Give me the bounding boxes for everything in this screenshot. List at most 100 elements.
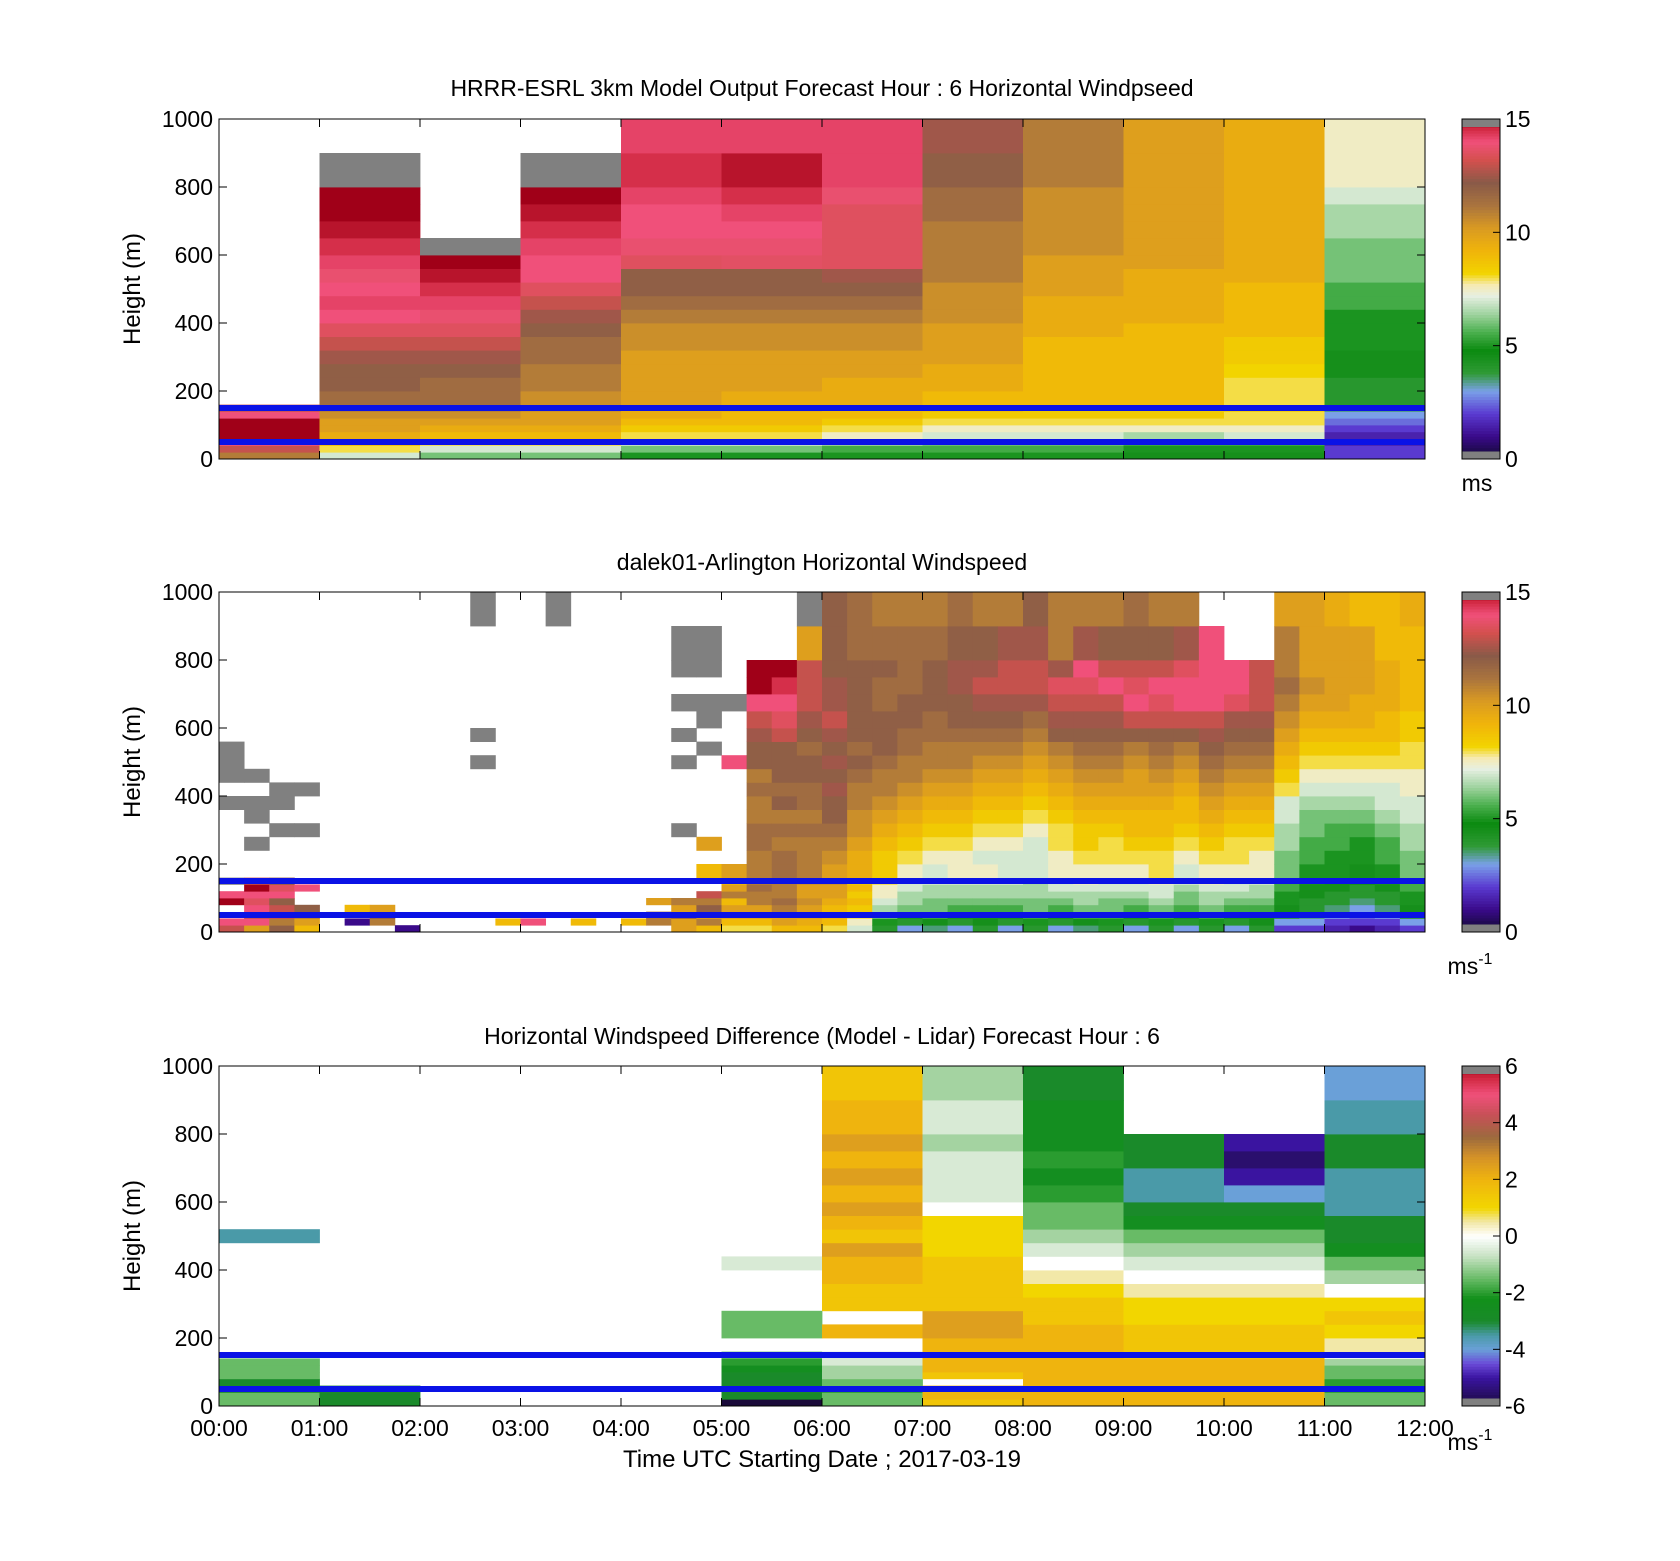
heatmap-cell: [721, 255, 823, 269]
heatmap-cell: [1324, 1256, 1426, 1271]
colorbar-segment: [1462, 189, 1500, 194]
colorbar-segment: [1462, 804, 1500, 808]
heatmap-cell: [1098, 925, 1124, 933]
y-tick-label: 600: [175, 1189, 213, 1215]
heatmap-cell: [621, 918, 647, 926]
heatmap-cell: [696, 891, 722, 899]
heatmap-cell: [1374, 592, 1401, 627]
colorbar-segment: [1462, 212, 1500, 216]
colorbar-segment: [1462, 900, 1500, 905]
heatmap-cell: [746, 904, 773, 912]
heatmap-cell: [1198, 768, 1225, 783]
heatmap-cell: [1073, 884, 1099, 892]
heatmap-cell: [1324, 255, 1426, 269]
heatmap-cell: [1249, 836, 1275, 851]
heatmap-cell: [1048, 741, 1074, 756]
heatmap-cell: [1123, 204, 1225, 222]
heatmap-cell: [1123, 809, 1150, 824]
heatmap-cell: [922, 391, 1024, 405]
heatmap-cell: [570, 918, 597, 926]
colorbar-segment: [1462, 144, 1500, 148]
heatmap-cell: [872, 782, 898, 797]
colorbar-segment: [1462, 238, 1500, 242]
heatmap-cell: [1374, 796, 1401, 810]
heatmap-cell: [1123, 1310, 1225, 1325]
heatmap-cell: [696, 711, 722, 729]
heatmap-cell: [1123, 1297, 1225, 1312]
colorbar-segment: [1462, 742, 1500, 746]
colorbar-segment: [1462, 416, 1500, 420]
heatmap-cell: [1023, 626, 1049, 661]
heatmap-cell: [1123, 418, 1225, 426]
colorbar-segment: [1462, 815, 1500, 820]
heatmap-cell: [822, 377, 923, 392]
y-tick-label: 0: [200, 446, 213, 472]
heatmap-cell: [294, 823, 320, 838]
heatmap-cell: [1123, 445, 1225, 453]
heatmap-cell: [1023, 452, 1124, 460]
heatmap-cell: [1224, 836, 1250, 851]
heatmap-cell: [822, 1358, 923, 1366]
heatmap-cell: [822, 768, 848, 783]
colorbar-segment: [1462, 1329, 1500, 1333]
heatmap-cell: [621, 452, 722, 460]
heatmap-cell: [847, 677, 873, 695]
heatmap-cell: [822, 782, 848, 797]
heatmap-cell: [721, 452, 823, 460]
heatmap-cell: [1123, 782, 1150, 797]
heatmap-cell: [972, 728, 999, 742]
heatmap-cell: [219, 755, 245, 770]
heatmap-cell: [746, 891, 773, 899]
heatmap-cell: [1324, 418, 1426, 426]
heatmap-cell: [997, 728, 1024, 742]
heatmap-cell: [1349, 898, 1376, 906]
colorbar-segment: [1462, 1128, 1500, 1132]
heatmap-cell: [947, 711, 974, 729]
heatmap-cell: [219, 452, 320, 460]
colorbar-segment: [1462, 427, 1500, 432]
colorbar-segment: [1462, 1173, 1500, 1177]
heatmap-cell: [1324, 711, 1351, 729]
colorbar-segment: [1462, 408, 1500, 412]
heatmap-cell: [746, 768, 773, 783]
colorbar-segment: [1462, 167, 1500, 171]
colorbar-segment: [1462, 419, 1500, 423]
colorbar-segment: [1462, 682, 1500, 686]
colorbar-segment: [1462, 402, 1500, 406]
heatmap-cell: [822, 411, 923, 419]
heatmap-cell: [872, 809, 898, 824]
heatmap-cell: [1374, 891, 1401, 899]
colorbar-segment: [1462, 813, 1500, 817]
heatmap-cell: [847, 864, 873, 878]
heatmap-cell: [269, 898, 295, 906]
heatmap-cell: [746, 864, 773, 878]
heatmap-cell: [1399, 768, 1426, 783]
colorbar-segment: [1462, 648, 1500, 652]
heatmap-cell: [822, 864, 848, 878]
heatmap-cell: [1173, 884, 1200, 892]
colorbar-segment: [1462, 1360, 1500, 1364]
heatmap-cell: [1349, 677, 1376, 695]
heatmap-cell: [1224, 694, 1250, 712]
colorbar-segment: [1462, 314, 1500, 318]
heatmap-cell: [922, 1242, 1024, 1257]
colorbar-segment: [1462, 1343, 1500, 1347]
heatmap-cell: [1073, 755, 1099, 770]
heatmap-cell: [621, 391, 722, 405]
heatmap-cell: [1098, 884, 1124, 892]
heatmap-cell: [219, 768, 245, 783]
heatmap-cell: [822, 796, 848, 810]
heatmap-cell: [1073, 898, 1099, 906]
colorbar-segment: [1462, 756, 1500, 760]
colorbar-segment: [1462, 371, 1500, 375]
heatmap-cell: [847, 768, 873, 783]
heatmap-cell: [1048, 694, 1074, 712]
heatmap-cell: [1224, 268, 1325, 283]
colorbar-segment: [1462, 668, 1500, 672]
heatmap-cell: [746, 728, 773, 742]
heatmap-cell: [872, 660, 898, 678]
heatmap-cell: [1249, 904, 1275, 912]
heatmap-cell: [721, 694, 748, 712]
colorbar-tick-label: 0: [1505, 446, 1518, 472]
